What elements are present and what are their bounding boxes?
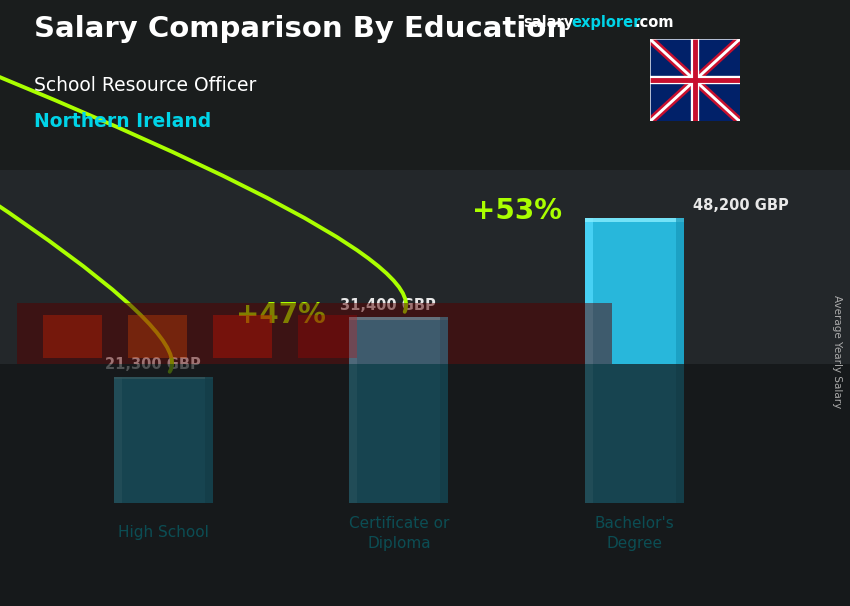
Text: salary: salary	[523, 15, 573, 30]
Bar	[114, 377, 122, 503]
Text: Salary Comparison By Education: Salary Comparison By Education	[34, 15, 567, 43]
Text: Degree: Degree	[606, 536, 662, 550]
Bar	[349, 318, 357, 503]
Text: .com: .com	[634, 15, 673, 30]
Bar	[585, 218, 592, 503]
Bar	[114, 377, 212, 503]
Text: +47%: +47%	[236, 301, 326, 329]
Text: Average Yearly Salary: Average Yearly Salary	[832, 295, 842, 408]
Bar	[676, 218, 683, 503]
Bar	[440, 318, 448, 503]
Text: High School: High School	[118, 525, 209, 541]
Text: School Resource Officer: School Resource Officer	[34, 76, 257, 95]
Text: Bachelor's: Bachelor's	[594, 516, 674, 531]
Text: 48,200 GBP: 48,200 GBP	[693, 198, 789, 213]
Bar	[205, 377, 212, 503]
Bar	[585, 218, 683, 222]
Bar	[349, 318, 448, 503]
Text: Certificate or: Certificate or	[348, 516, 449, 531]
Bar	[585, 218, 683, 503]
Text: Northern Ireland: Northern Ireland	[34, 112, 212, 131]
Text: 31,400 GBP: 31,400 GBP	[340, 298, 436, 313]
Text: Diploma: Diploma	[367, 536, 431, 550]
Text: explorer: explorer	[571, 15, 641, 30]
Text: +53%: +53%	[472, 197, 562, 225]
Bar	[114, 377, 212, 379]
Bar	[349, 318, 448, 320]
Text: 21,300 GBP: 21,300 GBP	[105, 358, 201, 372]
